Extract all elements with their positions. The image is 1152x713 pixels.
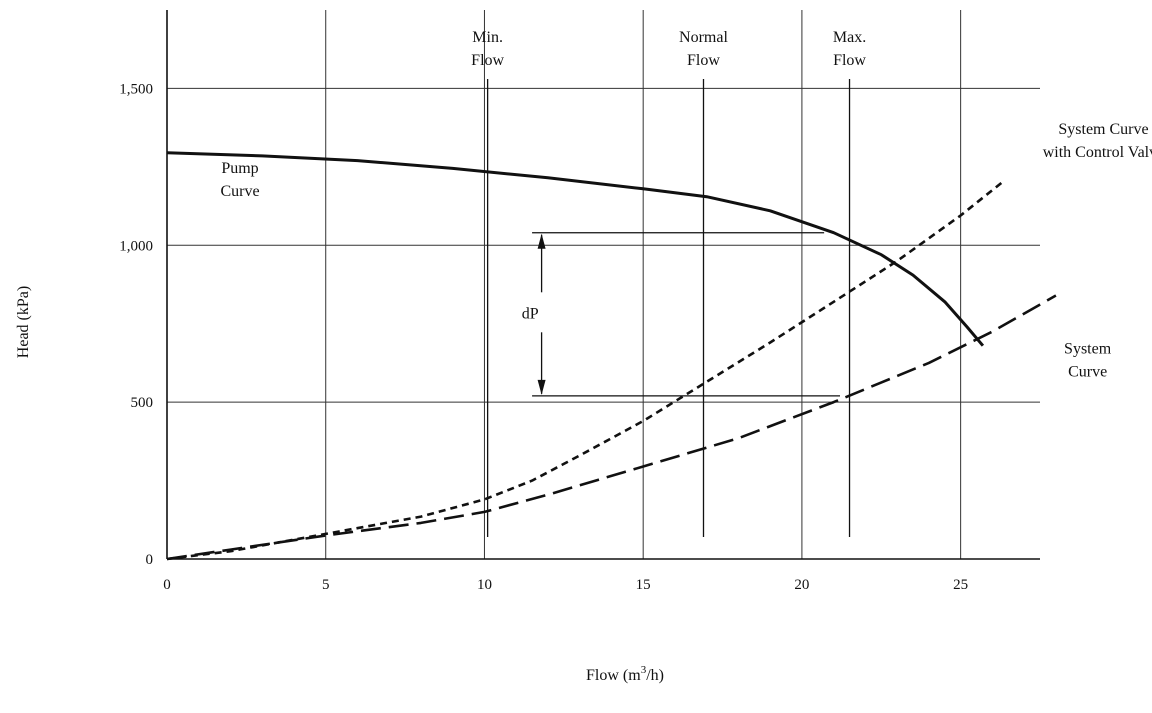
reference-label: Max. Flow (833, 29, 867, 69)
x-axis-label-tail: /h) (646, 667, 664, 684)
x-tick-label: 5 (322, 577, 330, 593)
dp-arrowhead-down (537, 379, 546, 395)
reference-label: Min. Flow (471, 29, 504, 69)
x-axis-label: Flow (m3/h) (586, 664, 664, 684)
series-group (166, 151, 1057, 561)
series-system-curve-with-control-valve (166, 181, 1003, 561)
series-system-curve (166, 294, 1057, 561)
curve-annotation: Pump Curve (220, 160, 259, 200)
tick-labels: 0 5 10 15 20 25 0 500 1,000 1,500 (119, 81, 968, 593)
axes (166, 10, 1040, 560)
x-tick-label: 20 (794, 577, 809, 593)
y-tick-label: 1,500 (119, 81, 153, 97)
dp-label: dP (522, 305, 539, 322)
reference-label: Normal Flow (679, 29, 728, 69)
y-tick-label: 0 (146, 552, 154, 568)
reference-lines: Min. Flow Normal Flow Max. Flow (471, 29, 867, 538)
y-tick-label: 1,000 (119, 238, 153, 254)
x-axis-label-sup: 3 (641, 664, 647, 676)
x-tick-label: 25 (953, 577, 968, 593)
x-tick-label: 15 (636, 577, 651, 593)
grid (167, 10, 1040, 559)
y-tick-label: 500 (131, 395, 154, 411)
series-pump-curve (166, 151, 985, 347)
dp-arrowhead-up (537, 233, 546, 249)
x-axis-label-main: Flow (m (586, 667, 641, 684)
x-tick-label: 10 (477, 577, 492, 593)
x-tick-label: 0 (163, 577, 171, 593)
curve-annotation: System Curve (1064, 341, 1112, 381)
y-axis-label: Head (kPa) (15, 286, 32, 358)
dp-indicator: dP (522, 232, 841, 397)
